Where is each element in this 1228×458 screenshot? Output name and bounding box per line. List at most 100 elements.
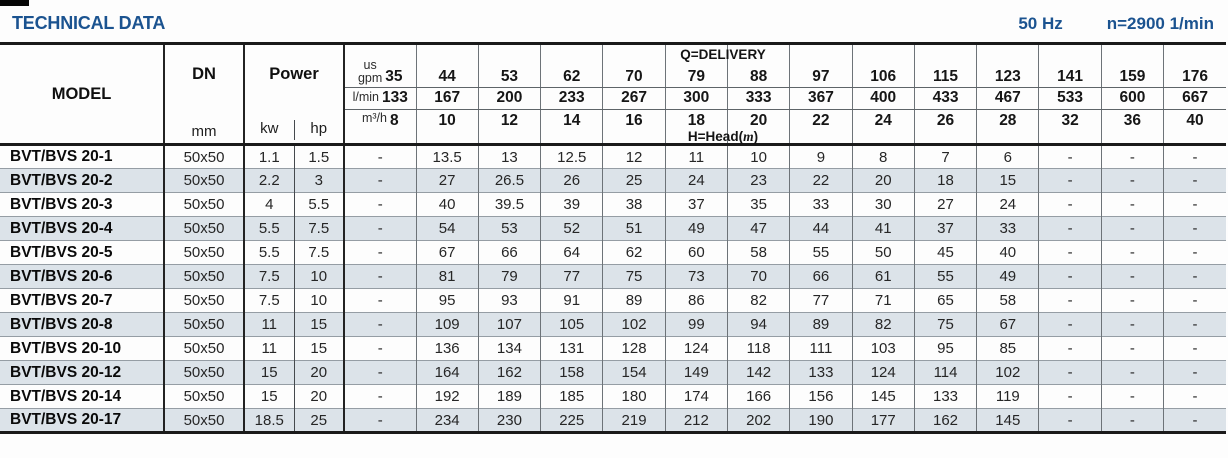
flow-row-m3h: m³/h 8 10 12 14 16 18 20 22 24 26 28 32 36 40	[0, 109, 1226, 147]
head-value-cell: 162	[477, 360, 541, 385]
head-value-cell: 49	[664, 216, 728, 241]
flow-value: 667	[1182, 89, 1208, 107]
flow-value: 467	[994, 89, 1021, 107]
head-value-cell: 75	[913, 312, 977, 337]
head-value-cell: 142	[726, 360, 790, 385]
flow-value: 533	[1057, 89, 1084, 107]
head-value-cell: 15	[976, 168, 1039, 193]
head-value-cell: 71	[851, 288, 915, 313]
flow-value-cell: 14	[540, 109, 603, 147]
head-value-cell: 128	[602, 336, 666, 361]
hp-cell: 15	[294, 336, 345, 361]
head-value-cell: 156	[789, 384, 853, 409]
head-value-cell: -	[1100, 288, 1164, 313]
head-value-cell: 10	[726, 144, 790, 169]
kw-cell: 18.5	[244, 408, 295, 433]
head-value-cell: 37	[913, 216, 977, 241]
head-value-cell: -	[1163, 360, 1226, 385]
flow-value: 106	[870, 67, 897, 85]
head-value-cell: 105	[540, 312, 603, 337]
flow-value-cell: 24	[851, 109, 915, 147]
dn-header-label: DN	[192, 65, 216, 83]
head-value-cell: -	[344, 336, 416, 361]
flow-value-cell: m³/h 8	[344, 109, 416, 147]
head-value-cell: 61	[851, 264, 915, 289]
frequency-label: 50 Hz	[1018, 14, 1063, 33]
head-value-cell: 212	[664, 408, 728, 433]
power-units-row: kw hp	[245, 110, 343, 140]
head-value-cell: 52	[540, 216, 603, 241]
flow-value-cell: 12	[477, 109, 541, 147]
head-value-cell: 136	[415, 336, 479, 361]
flow-value-cell: us gpm 35	[344, 43, 416, 88]
head-value-cell: 22	[789, 168, 853, 193]
power-unit-kw: kw	[260, 120, 279, 137]
hp-cell: 10	[294, 288, 345, 313]
head-value-cell: 24	[664, 168, 728, 193]
page-header: TECHNICAL DATA 50 Hz n=2900 1/min	[0, 0, 1228, 34]
head-value-cell: -	[344, 264, 416, 289]
dn-cell: 50x50	[163, 288, 245, 313]
flow-value: 44	[438, 67, 456, 85]
kw-cell: 5.5	[244, 216, 295, 241]
head-value-cell: 65	[913, 288, 977, 313]
head-value-cell: 95	[913, 336, 977, 361]
head-value-cell: -	[1038, 408, 1102, 433]
power-header-label: Power	[269, 65, 319, 83]
dn-cell: 50x50	[163, 384, 245, 409]
head-value-cell: -	[344, 240, 416, 265]
model-cell: BVT/BVS 20-7	[0, 288, 164, 313]
kw-cell: 4	[244, 192, 295, 217]
head-value-cell: 55	[913, 264, 977, 289]
table-row: BVT/BVS 20-12 50x50 15 20-164 162 158 154 149 14…	[0, 360, 1226, 385]
dn-cell: 50x50	[163, 144, 245, 169]
flow-value: 8	[389, 111, 399, 129]
flow-value: 53	[500, 67, 519, 85]
dn-header: DN mm	[164, 43, 245, 146]
flow-value: 79	[687, 67, 705, 85]
flow-value-cell: 40	[1163, 109, 1226, 147]
head-value-cell: 145	[851, 384, 915, 409]
head-value-cell: 6	[976, 144, 1039, 169]
head-value-cell: 118	[726, 336, 790, 361]
flow-value: 20	[750, 111, 768, 129]
flow-value: 233	[558, 89, 585, 107]
head-value-cell: 162	[913, 408, 977, 433]
head-value-cell: -	[344, 288, 416, 313]
head-value-cell: 13	[477, 144, 541, 169]
head-value-cell: 145	[976, 408, 1039, 433]
head-value-cell: 12.5	[540, 144, 603, 169]
hp-cell: 20	[294, 360, 345, 385]
head-value-cell: 77	[540, 264, 603, 289]
head-value-cell: 114	[913, 360, 977, 385]
flow-value-cell: 123	[976, 43, 1039, 88]
head-value-cell: -	[344, 360, 416, 385]
flow-value: 367	[807, 89, 834, 107]
flow-value-cell: 300	[664, 87, 728, 110]
head-value-cell: -	[1100, 144, 1164, 169]
head-value-cell: 44	[789, 216, 853, 241]
head-value-cell: 37	[664, 192, 728, 217]
head-value-cell: 133	[789, 360, 853, 385]
head-value-cell: 11	[664, 144, 728, 169]
head-value-cell: 41	[851, 216, 915, 241]
flow-value-cell: 36	[1100, 109, 1164, 147]
flow-value: 167	[434, 89, 461, 107]
flow-value-cell: 32	[1038, 109, 1102, 147]
head-value-cell: 154	[602, 360, 666, 385]
table-row: BVT/BVS 20-10 50x50 11 15-136 134 131 128 124 11…	[0, 336, 1226, 361]
dn-cell: 50x50	[163, 168, 245, 193]
head-value-cell: 158	[540, 360, 603, 385]
head-value-cell: -	[377, 148, 383, 166]
head-value-cell: -	[1163, 288, 1226, 313]
head-value-cell: 131	[540, 336, 603, 361]
flow-value-cell: 22	[789, 109, 853, 147]
flow-value-cell: 44	[415, 43, 479, 88]
head-value-cell: -	[1038, 360, 1102, 385]
head-value-cell: 40	[415, 192, 479, 217]
flow-value: 123	[994, 67, 1021, 85]
page-title: TECHNICAL DATA	[12, 13, 166, 33]
head-value-cell: -	[1163, 336, 1226, 361]
head-value-cell: 33	[789, 192, 853, 217]
hp-cell: 7.5	[294, 216, 345, 241]
